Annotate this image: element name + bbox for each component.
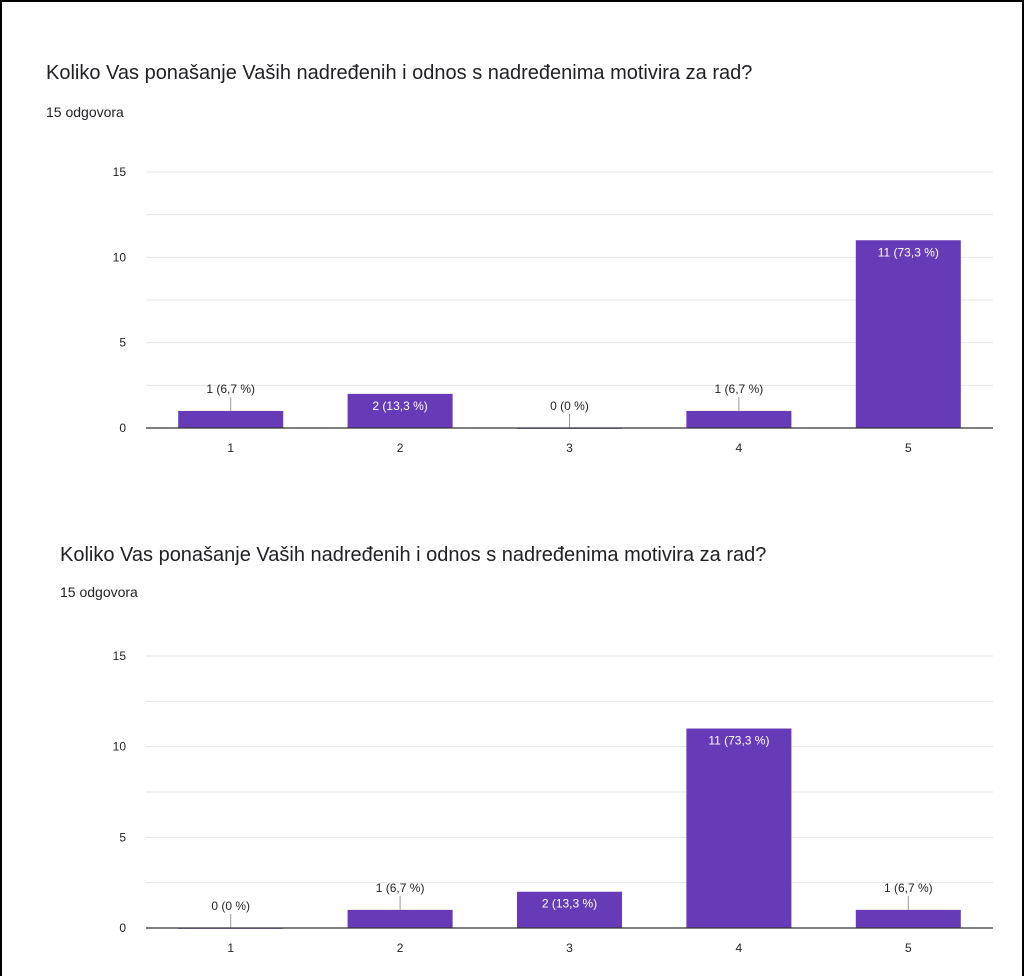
x-tick-label: 1 [227,441,234,455]
bar-1 [178,410,284,428]
data-label: 0 (0 %) [550,399,589,413]
data-label: 1 (6,7 %) [884,881,933,895]
bar-5 [855,240,961,428]
data-label: 1 (6,7 %) [376,881,425,895]
x-tick-label: 1 [227,941,234,955]
chart-1-title: Koliko Vas ponašanje Vaših nadređenih i … [46,62,753,84]
data-label: 0 (0 %) [211,899,250,913]
x-tick-label: 5 [905,441,912,455]
data-label: 1 (6,7 %) [206,382,255,396]
x-tick-label: 3 [566,941,573,955]
data-label: 11 (73,3 %) [878,245,939,259]
data-label: 11 (73,3 %) [708,734,769,748]
x-tick-label: 3 [566,441,573,455]
bar-5 [855,909,961,928]
chart-2-response-count: 15 odgovora [60,584,138,600]
y-tick-label: 0 [119,421,126,435]
x-tick-label: 2 [397,941,404,955]
x-tick-label: 2 [397,441,404,455]
y-tick-label: 10 [113,250,127,264]
y-tick-label: 15 [113,649,127,663]
data-label: 2 (13,3 %) [372,399,427,413]
chart-2-title: Koliko Vas ponašanje Vaših nadređenih i … [60,544,767,566]
y-tick-label: 5 [119,830,126,844]
y-tick-label: 15 [113,165,127,179]
bar-2 [347,393,453,428]
chart-1-bar-chart: 0 5 10 15 1 (6,7 %) 1 2 (13,3 %) 2 0 (0 %) 3 1 (6,… [113,165,993,455]
bar-2 [347,909,453,928]
y-tick-label: 0 [119,921,126,935]
bar-4 [686,728,792,928]
y-tick-label: 5 [119,336,126,350]
bar-3 [516,891,623,928]
x-tick-label: 5 [905,941,912,955]
chart-2-bar-chart: 0 5 10 15 0 (0 %) 1 1 (6,7 %) 2 2 (13,3 %) 3 11 (7… [113,649,993,955]
x-tick-label: 4 [736,941,743,955]
data-label: 2 (13,3 %) [542,897,597,911]
y-tick-label: 10 [113,740,127,754]
x-tick-label: 4 [736,441,743,455]
data-label: 1 (6,7 %) [715,382,764,396]
chart-1-response-count: 15 odgovora [46,104,124,120]
bar-4 [686,410,792,428]
